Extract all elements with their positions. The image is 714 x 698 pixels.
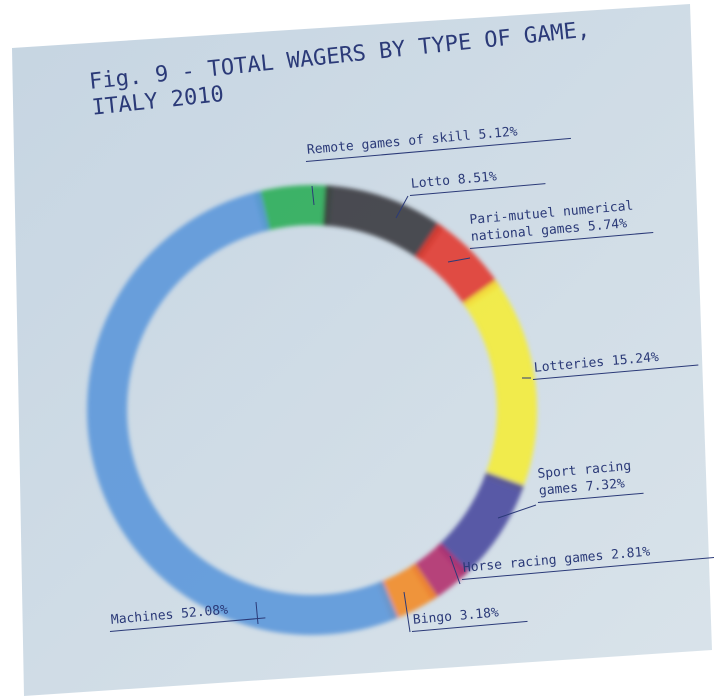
category-name: Machines [110, 607, 175, 628]
donut-segment [410, 542, 469, 601]
donut-segment [322, 185, 444, 261]
leaders [255, 185, 537, 633]
donut-segment [462, 280, 537, 492]
donut-segment [377, 563, 438, 621]
category-name: Bingo [412, 609, 453, 628]
value-label: 5.12% [477, 124, 519, 143]
value-label: 3.18% [459, 605, 500, 624]
donut-segment [87, 191, 399, 635]
value-label: 2.81% [610, 544, 651, 563]
value-label: 7.32% [585, 476, 626, 495]
value-label: 5.74% [587, 216, 628, 235]
value-label: 52.08% [180, 602, 229, 622]
value-label: 8.51% [457, 169, 498, 188]
donut-segment [253, 185, 333, 232]
donut-segment [436, 471, 524, 577]
donut [87, 185, 537, 635]
paper [12, 4, 712, 696]
category-name: Lotteries [533, 354, 605, 376]
value-label: 15.24% [611, 349, 660, 370]
category-name: Lotto [410, 173, 451, 192]
